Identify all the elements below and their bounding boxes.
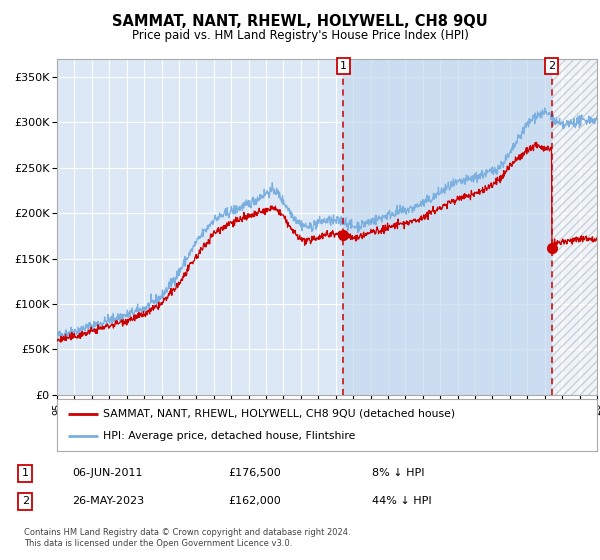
Text: Contains HM Land Registry data © Crown copyright and database right 2024.: Contains HM Land Registry data © Crown c… — [24, 528, 350, 536]
Text: 44% ↓ HPI: 44% ↓ HPI — [372, 496, 431, 506]
Text: 8% ↓ HPI: 8% ↓ HPI — [372, 468, 425, 478]
Text: £176,500: £176,500 — [228, 468, 281, 478]
Bar — [552, 50, 597, 395]
Text: SAMMAT, NANT, RHEWL, HOLYWELL, CH8 9QU (detached house): SAMMAT, NANT, RHEWL, HOLYWELL, CH8 9QU (… — [103, 409, 455, 419]
Text: 2: 2 — [548, 61, 555, 71]
Text: 26-MAY-2023: 26-MAY-2023 — [72, 496, 144, 506]
Text: 1: 1 — [340, 61, 347, 71]
Text: 1: 1 — [22, 468, 29, 478]
Text: HPI: Average price, detached house, Flintshire: HPI: Average price, detached house, Flin… — [103, 431, 355, 441]
Text: 2: 2 — [22, 496, 29, 506]
Text: This data is licensed under the Open Government Licence v3.0.: This data is licensed under the Open Gov… — [24, 539, 292, 548]
Text: £162,000: £162,000 — [228, 496, 281, 506]
Text: 06-JUN-2011: 06-JUN-2011 — [72, 468, 143, 478]
Text: SAMMAT, NANT, RHEWL, HOLYWELL, CH8 9QU: SAMMAT, NANT, RHEWL, HOLYWELL, CH8 9QU — [112, 14, 488, 29]
Text: Price paid vs. HM Land Registry's House Price Index (HPI): Price paid vs. HM Land Registry's House … — [131, 29, 469, 42]
